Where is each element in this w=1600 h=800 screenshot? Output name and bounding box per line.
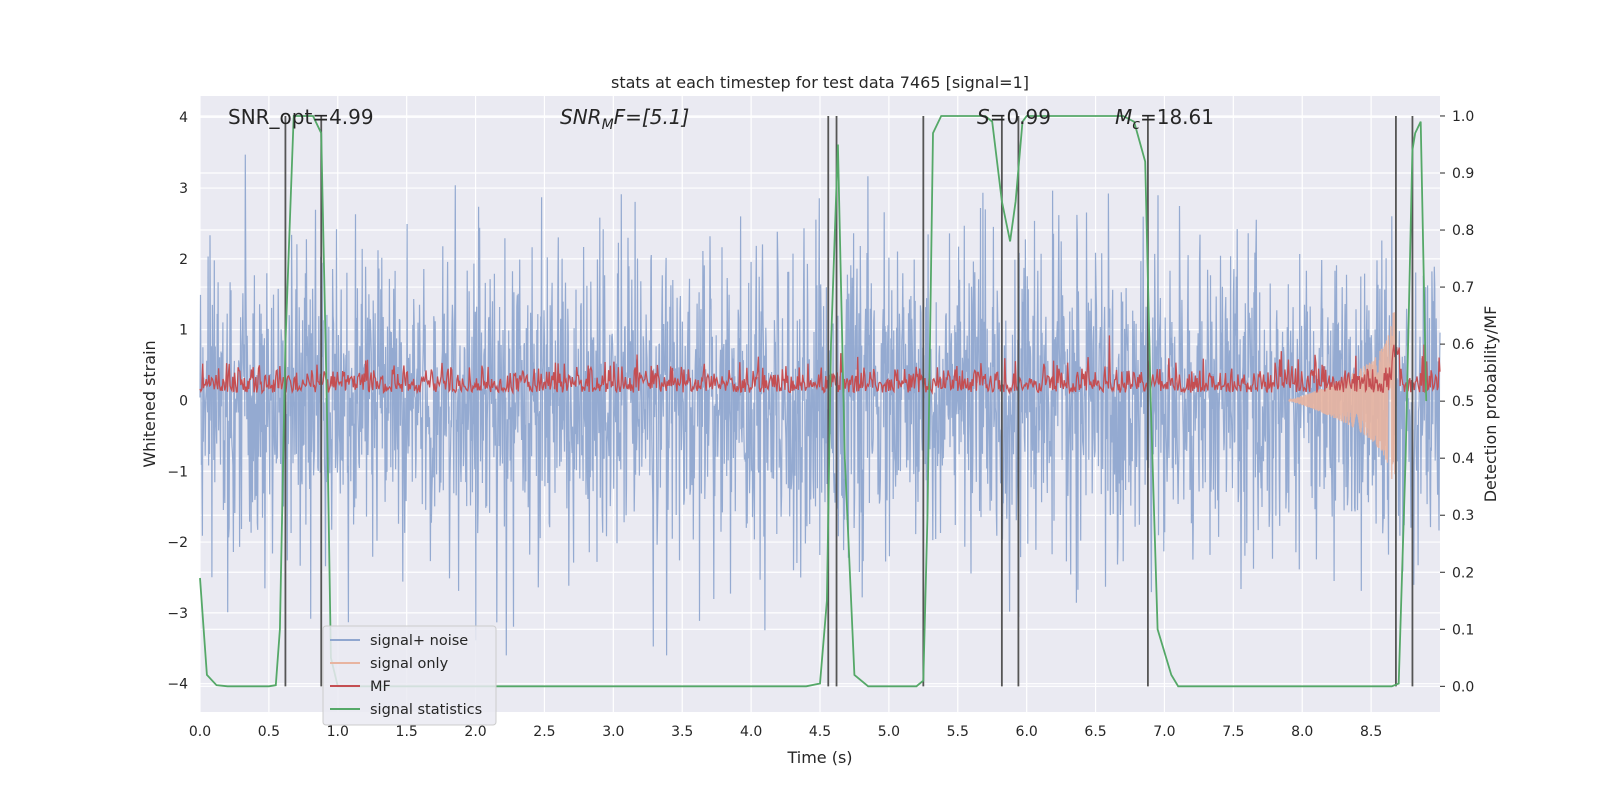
y-right-tick-label-1: 0.9 [1452,166,1474,182]
x-tick-label-13: 6.5 [1084,724,1106,740]
annotation-snr-mf-sub: M [602,117,614,133]
legend-box [322,625,497,726]
y-axis-right-label: Detection probability/MF [1481,306,1500,503]
x-tick-label-14: 7.0 [1153,724,1175,740]
x-tick-label-7: 3.5 [671,724,693,740]
legend: signal+ noise signal only MF signal stat… [322,625,497,726]
y-left-tick-label-1: 3 [179,181,188,197]
x-tick-label-17: 8.5 [1360,724,1382,740]
y-axis-left-ticks: 4 3 2 1 0 −1 −2 −3 −4 [167,110,188,692]
legend-label-mf: MF [370,679,391,695]
y-right-tick-label-6: 0.4 [1452,451,1474,467]
x-tick-label-6: 3.0 [602,724,624,740]
y-left-tick-label-3: 1 [179,323,188,339]
y-right-tick-label-3: 0.7 [1452,280,1474,296]
signal-statistics-line [199,115,1428,688]
x-tick-label-1: 0.5 [258,724,280,740]
x-tick-label-0: 0.0 [189,724,211,740]
x-tick-label-9: 4.5 [809,724,831,740]
legend-label-signal-statistics: signal statistics [370,702,482,718]
y-left-tick-label-2: 2 [179,252,188,268]
annotation-snr-mf-base: SNR [560,105,602,129]
y-left-tick-label-6: −2 [167,535,188,551]
x-tick-label-10: 5.0 [878,724,900,740]
annotation-snr-mf-value: F=[5.1] [614,105,690,129]
y-axis-left-label: Whitened strain [140,340,159,467]
y-right-tick-label-8: 0.2 [1452,565,1474,581]
y-right-tick-label-0: 1.0 [1452,109,1474,125]
annotation-mc: Mc=18.61 [1115,105,1214,133]
y-right-tick-label-5: 0.5 [1452,394,1474,410]
x-tick-label-2: 1.0 [327,724,349,740]
x-tick-label-16: 8.0 [1291,724,1313,740]
x-tick-label-12: 6.0 [1016,724,1038,740]
x-tick-label-4: 2.0 [464,724,486,740]
x-axis-ticks: 0.0 0.5 1.0 1.5 2.0 2.5 3.0 3.5 4.0 4.5 5.0 5.5 6.0 6… [189,724,1382,740]
legend-label-signal-noise: signal+ noise [370,633,468,649]
x-tick-label-11: 5.5 [947,724,969,740]
y-left-tick-label-0: 4 [179,110,188,126]
annotation-s-value: =0.99 [990,105,1051,129]
y-right-tick-label-7: 0.3 [1452,508,1474,524]
annotation-mc-base: M [1115,105,1132,129]
x-tick-label-15: 7.5 [1222,724,1244,740]
annotation-snr-mf: SNRMF=[5.1] [560,105,689,133]
y-right-tick-label-2: 0.8 [1452,223,1474,239]
annotation-mc-value: =18.61 [1140,105,1214,129]
annotation-mc-sub: c [1132,117,1140,133]
legend-label-signal-only: signal only [370,656,449,672]
x-axis-label: Time (s) [786,748,852,767]
y-right-tick-label-9: 0.1 [1452,622,1474,638]
chart-title: stats at each timestep for test data 746… [611,73,1029,92]
signal-only-line [1288,312,1397,480]
x-tick-label-3: 1.5 [396,724,418,740]
annotation-s-base: S [977,105,990,129]
y-left-tick-label-4: 0 [179,393,188,409]
x-tick-label-5: 2.5 [533,724,555,740]
vertical-marker-lines [284,115,1414,687]
y-right-tick-label-4: 0.6 [1452,337,1474,353]
annotation-s: S=0.99 [977,105,1051,129]
series-signal-only [1288,312,1397,480]
x-tick-label-8: 4.0 [740,724,762,740]
annotation-snr-opt: SNR_opt=4.99 [228,105,374,129]
y-left-tick-label-8: −4 [167,677,188,693]
y-right-tick-label-10: 0.0 [1452,679,1474,695]
y-left-tick-label-5: −1 [167,464,188,480]
series-signal-statistics [199,115,1428,688]
y-left-tick-label-7: −3 [167,606,188,622]
mf-line [199,335,1441,395]
series-mf [199,335,1441,395]
y-axis-right-ticks: 1.0 0.9 0.8 0.7 0.6 0.5 0.4 0.3 0.2 0.1 0.0 [1440,109,1474,695]
